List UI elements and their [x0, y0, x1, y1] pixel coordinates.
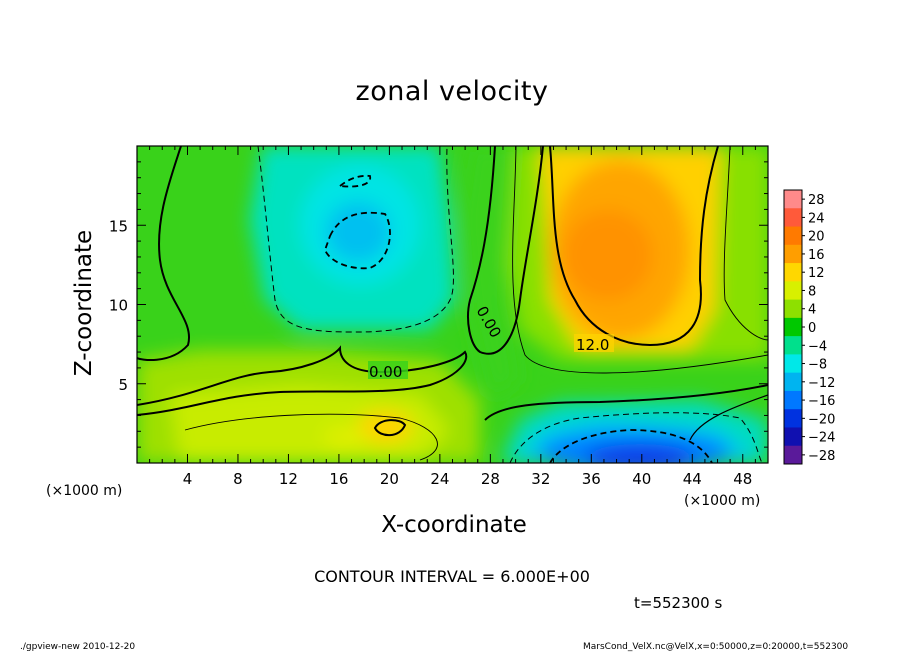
colorbar-label: 12: [808, 266, 825, 281]
y-axis: 5 10 15: [109, 161, 768, 448]
colorbar-swatch: [784, 372, 802, 392]
y-tick-label: 5: [118, 376, 128, 394]
time-note: t=552300 s: [634, 594, 723, 612]
colorbar-label: −4: [808, 339, 827, 354]
x-axis-label: X-coordinate: [381, 512, 527, 538]
colorbar-swatch: [784, 317, 802, 337]
x-tick-label: 28: [481, 470, 500, 488]
x-tick-label: 40: [632, 470, 651, 488]
x-tick-label: 36: [582, 470, 601, 488]
colorbar-swatch: [784, 226, 802, 246]
colorbar-swatch: [784, 190, 802, 209]
colorbar-label: −24: [808, 431, 835, 446]
x-unit-left: (×1000 m): [46, 483, 123, 499]
x-tick-label: 24: [430, 470, 449, 488]
colorbar-label: 28: [808, 193, 825, 208]
colorbar-label: −20: [808, 412, 835, 427]
colorbar-swatch: [784, 208, 802, 228]
colorbar-label: 24: [808, 211, 825, 226]
contour-interval-note: CONTOUR INTERVAL = 6.000E+00: [314, 567, 590, 586]
colorbar-swatch: [784, 244, 802, 264]
x-tick-label: 48: [733, 470, 752, 488]
colorbar-swatch: [784, 427, 802, 447]
contour-lines: [137, 146, 768, 463]
colorbar: 28 24 20 16 12 8 4 0 −4 −8 −12 −16 −20 −24 −28: [783, 189, 835, 465]
colorbar-label: −8: [808, 358, 827, 373]
x-tick-label: 16: [329, 470, 348, 488]
x-tick-label: 4: [183, 470, 193, 488]
colorbar-swatch: [784, 299, 802, 319]
colorbar-swatch: [784, 445, 802, 465]
contour-label-twelve: 12.0: [576, 336, 609, 354]
colorbar-swatch: [784, 390, 802, 410]
x-axis: 4 8 12 16 20 24 28 32 36 40 44 48: [149, 146, 756, 488]
x-tick-label: 44: [683, 470, 702, 488]
colorbar-label: 0: [808, 321, 816, 336]
velocity-field: 0.00 0.00 12.0: [137, 146, 768, 463]
colorbar-swatch: [784, 354, 802, 374]
colorbar-label: −12: [808, 376, 835, 391]
colorbar-label: 20: [808, 230, 825, 245]
y-axis-label: Z-coordinate: [71, 229, 97, 377]
colorbar-label: 16: [808, 248, 825, 263]
x-tick-label: 20: [380, 470, 399, 488]
x-tick-label: 8: [233, 470, 243, 488]
y-tick-label: 15: [109, 217, 128, 235]
colorbar-label: 4: [808, 303, 816, 318]
footer-right: MarsCond_VelX.nc@VelX,x=0:50000,z=0:2000…: [583, 642, 849, 652]
x-unit-right: (×1000 m): [684, 493, 761, 509]
contour-label-zero: 0.00: [369, 363, 402, 381]
colorbar-swatch: [784, 409, 802, 428]
chart-title: zonal velocity: [355, 76, 549, 107]
x-tick-label: 32: [531, 470, 550, 488]
x-tick-label: 12: [279, 470, 298, 488]
colorbar-label: 8: [808, 284, 816, 299]
footer-left: ./gpview-new 2010-12-20: [20, 642, 136, 652]
colorbar-label: −28: [808, 449, 835, 464]
colorbar-swatch: [784, 336, 802, 355]
colorbar-label: −16: [808, 394, 835, 409]
colorbar-swatch: [784, 281, 802, 301]
colorbar-swatch: [784, 263, 802, 282]
y-tick-label: 10: [109, 297, 128, 315]
